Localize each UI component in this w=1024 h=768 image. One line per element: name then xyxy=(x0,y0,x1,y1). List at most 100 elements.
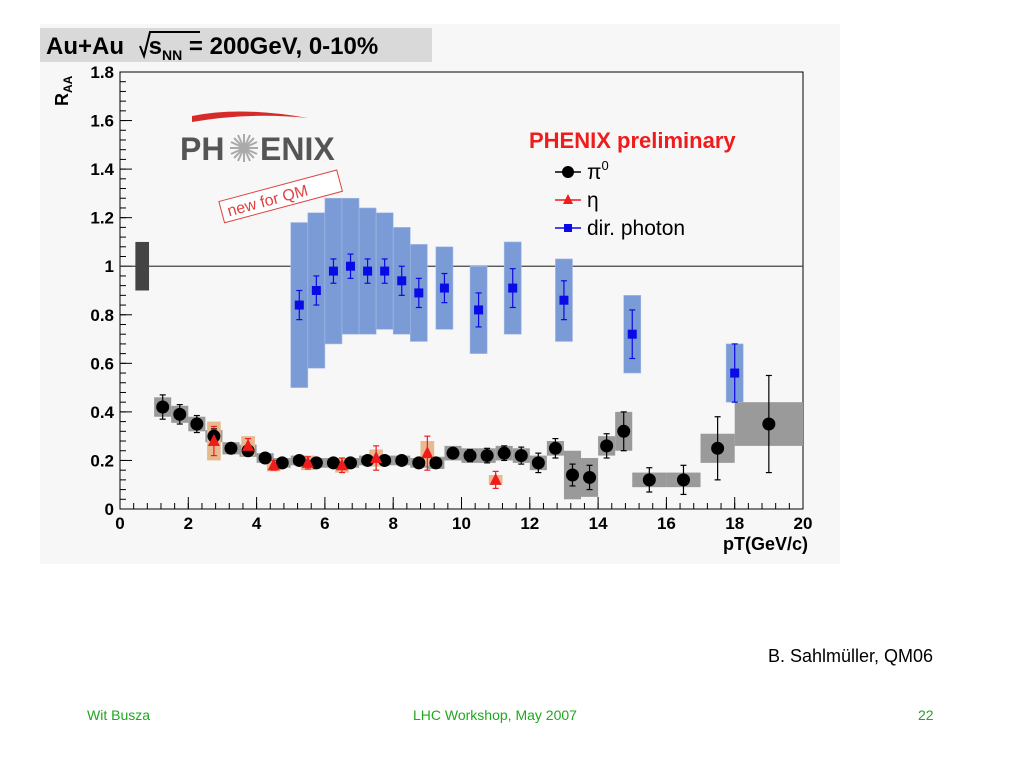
pi0-point xyxy=(600,439,614,453)
normalization-box xyxy=(135,241,150,291)
y-tick-label: 0.4 xyxy=(90,403,114,422)
legend-marker-photon xyxy=(564,224,572,232)
normalization-box-group xyxy=(135,241,150,291)
y-tick-label: 0.8 xyxy=(90,306,114,325)
logo-arc xyxy=(192,111,308,122)
y-tick-label: 1.8 xyxy=(90,63,114,82)
legend-label: η xyxy=(587,189,599,212)
pi0-point xyxy=(309,456,323,470)
plot-panel: Au+Au sNN = 200GeV, 0-10% RAA 0 2 4 6 8 10 12 1… xyxy=(40,24,840,564)
pi0-point xyxy=(429,456,443,470)
photon-point xyxy=(730,368,740,378)
chart-title: Au+Au sNN = 200GeV, 0-10% xyxy=(46,33,378,63)
legend-label: dir. photon xyxy=(587,217,685,240)
pi0-point xyxy=(395,453,409,467)
legend-label-main: η xyxy=(587,189,599,212)
pi0-point xyxy=(531,456,545,470)
pi0-point xyxy=(173,407,187,421)
pi0-point xyxy=(676,473,690,487)
footer-page-number: 22 xyxy=(918,707,934,723)
y-tick-label: 1 xyxy=(105,257,114,276)
y-tick-label: 1.2 xyxy=(90,209,114,228)
pi0-point xyxy=(583,470,597,484)
logo-star-icon xyxy=(230,134,258,162)
pi0-point xyxy=(548,441,562,455)
legend-label-main: π xyxy=(587,161,602,184)
photon-point xyxy=(627,329,637,339)
legend-label-main: dir. photon xyxy=(587,217,685,240)
pi0-point xyxy=(762,417,776,431)
photon-point xyxy=(380,266,390,276)
photon-point xyxy=(363,266,373,276)
title-box xyxy=(40,28,432,62)
x-tick-labels: 0 2 4 6 8 10 12 14 16 18 20 xyxy=(115,514,812,533)
x-tick-label: 10 xyxy=(452,514,471,533)
logo-text-right: ENIX xyxy=(260,131,335,167)
photon-point xyxy=(311,286,321,295)
x-tick-label: 16 xyxy=(657,514,676,533)
phenix-logo: PH ENIX xyxy=(180,111,335,167)
footer-event: LHC Workshop, May 2007 xyxy=(413,707,577,723)
pi0-point xyxy=(224,441,238,455)
x-axis-title: pT(GeV/c) xyxy=(723,534,808,554)
pi0-point xyxy=(617,424,631,438)
title-post: = 200GeV, 0-10% xyxy=(182,33,378,60)
pi0-point xyxy=(292,453,306,467)
pi0-point xyxy=(326,456,340,470)
eta-point xyxy=(267,458,280,471)
y-axis-title-main: R xyxy=(52,93,72,106)
data-markers xyxy=(156,261,776,487)
eta-point xyxy=(421,446,434,459)
eta-point xyxy=(301,455,314,468)
eta-point xyxy=(370,451,383,464)
pi0-point xyxy=(463,449,477,463)
preliminary-label: PHENIX preliminary xyxy=(529,128,736,153)
x-tick-label: 4 xyxy=(252,514,262,533)
pi0-point xyxy=(565,468,579,482)
y-tick-label: 0 xyxy=(105,500,114,519)
photon-point xyxy=(328,266,338,276)
x-tick-label: 14 xyxy=(589,514,608,533)
y-axis-title: RAA xyxy=(52,75,75,106)
pi0-point xyxy=(344,456,358,470)
y-axis-title-sub: AA xyxy=(61,75,75,93)
photon-point xyxy=(559,295,569,305)
pi0-point xyxy=(446,446,460,460)
pi0-point xyxy=(711,441,725,455)
pi0-point xyxy=(275,456,289,470)
x-tick-label: 0 xyxy=(115,514,124,533)
photon-point xyxy=(346,261,356,271)
title-pre: Au+Au xyxy=(46,33,131,60)
x-tick-label: 20 xyxy=(794,514,813,533)
pi0-point xyxy=(361,453,375,467)
pi0-point xyxy=(497,446,511,460)
legend-marker-eta xyxy=(563,194,573,204)
eta-point xyxy=(489,472,502,485)
y-tick-label: 1.6 xyxy=(90,112,114,131)
photon-point xyxy=(439,283,449,293)
eta-point xyxy=(335,458,348,471)
footer-author: Wit Busza xyxy=(87,707,151,723)
x-tick-label: 12 xyxy=(520,514,539,533)
eta-point xyxy=(207,434,220,447)
photon-point xyxy=(397,276,407,286)
title-sqrt-s: s xyxy=(149,33,162,60)
legend-marker-pi0 xyxy=(562,166,574,178)
sqrt-symbol xyxy=(139,31,200,60)
x-tick-label: 2 xyxy=(184,514,193,533)
title-sub: NN xyxy=(162,47,182,63)
x-tick-label: 6 xyxy=(320,514,329,533)
y-tick-label: 0.2 xyxy=(90,451,114,470)
pi0-point xyxy=(190,417,204,431)
legend-label: π0 xyxy=(587,158,609,184)
pi0-point xyxy=(258,451,272,465)
y-tick-label: 0.6 xyxy=(90,354,114,373)
photon-point xyxy=(508,283,518,293)
photon-point xyxy=(294,300,304,310)
eta-point xyxy=(242,438,255,451)
logo-text-left: PH xyxy=(180,131,224,167)
pi0-point xyxy=(642,473,656,487)
pi0-point xyxy=(480,449,494,463)
y-tick-labels: 0 0.2 0.4 0.6 0.8 1 1.2 1.4 1.6 1.8 xyxy=(90,63,114,519)
